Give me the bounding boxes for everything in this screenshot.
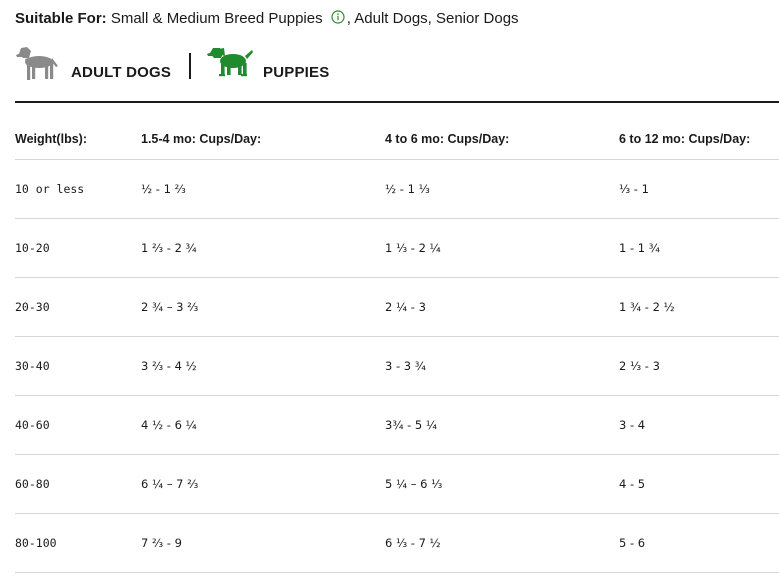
feeding-table: Weight(lbs): 1.5-4 mo: Cups/Day: 4 to 6 … <box>15 103 779 573</box>
cups-cell: 2 ¾ – 3 ⅔ <box>141 277 385 337</box>
cups-cell: 2 ¼ - 3 <box>385 277 619 337</box>
table-row: 80-100 7 ⅔ - 9 6 ⅓ - 7 ½ 5 - 6 <box>15 513 779 573</box>
header-4-6-mo: 4 to 6 mo: Cups/Day: <box>385 103 619 160</box>
cups-cell: 1 ¾ - 2 ½ <box>619 277 779 337</box>
tab-adult-dogs-label: ADULT DOGS <box>71 64 172 81</box>
tab-adult-dogs[interactable]: ADULT DOGS <box>15 44 180 84</box>
cups-cell: 2 ⅓ - 3 <box>619 336 779 396</box>
weight-cell: 10 or less <box>15 159 141 219</box>
cups-cell: 5 ¼ – 6 ⅓ <box>385 454 619 514</box>
cups-cell: 1 ⅔ - 2 ¾ <box>141 218 385 278</box>
table-row: 40-60 4 ½ - 6 ¼ 3¾ - 5 ¼ 3 - 4 <box>15 395 779 455</box>
table-header-row: Weight(lbs): 1.5-4 mo: Cups/Day: 4 to 6 … <box>15 103 779 160</box>
suitable-for-puppies: Small & Medium Breed Puppies <box>110 10 323 27</box>
cups-cell: 1 ⅓ - 2 ¼ <box>385 218 619 278</box>
table-row: 10-20 1 ⅔ - 2 ¾ 1 ⅓ - 2 ¼ 1 - 1 ¾ <box>15 218 779 278</box>
suitable-for-label: Suitable For: <box>15 10 107 27</box>
table-row: 60-80 6 ¼ – 7 ⅔ 5 ¼ – 6 ⅓ 4 - 5 <box>15 454 779 514</box>
weight-cell: 20-30 <box>15 277 141 337</box>
tab-puppies[interactable]: PUPPIES <box>207 44 337 84</box>
cups-cell: ⅓ - 1 <box>619 159 779 219</box>
cups-cell: ½ - 1 ⅓ <box>385 159 619 219</box>
suitable-for-line: Suitable For: Small & Medium Breed Puppi… <box>15 9 519 29</box>
puppy-icon <box>207 48 253 77</box>
header-weight: Weight(lbs): <box>15 103 141 160</box>
weight-cell: 30-40 <box>15 336 141 396</box>
weight-cell: 80-100 <box>15 513 141 573</box>
cups-cell: 3 - 4 <box>619 395 779 455</box>
weight-cell: 10-20 <box>15 218 141 278</box>
suitable-for-rest: , Adult Dogs, Senior Dogs <box>346 10 519 27</box>
cups-cell: 3¾ - 5 ¼ <box>385 395 619 455</box>
life-stage-tabs: ADULT DOGS PUPPIES <box>15 44 779 84</box>
cups-cell: 3 ⅔ - 4 ½ <box>141 336 385 396</box>
cups-cell: 7 ⅔ - 9 <box>141 513 385 573</box>
cups-cell: 6 ¼ – 7 ⅔ <box>141 454 385 514</box>
tabs-underline <box>15 101 779 103</box>
header-6-12-mo: 6 to 12 mo: Cups/Day: <box>619 103 779 160</box>
cups-cell: 1 - 1 ¾ <box>619 218 779 278</box>
cups-cell: 6 ⅓ - 7 ½ <box>385 513 619 573</box>
table-row: 10 or less ½ - 1 ⅔ ½ - 1 ⅓ ⅓ - 1 <box>15 159 779 219</box>
table-row: 30-40 3 ⅔ - 4 ½ 3 - 3 ¾ 2 ⅓ - 3 <box>15 336 779 396</box>
tab-divider <box>189 53 191 79</box>
cups-cell: 4 - 5 <box>619 454 779 514</box>
cups-cell: 5 - 6 <box>619 513 779 573</box>
adult-dog-icon <box>16 47 58 80</box>
cups-cell: 4 ½ - 6 ¼ <box>141 395 385 455</box>
weight-cell: 40-60 <box>15 395 141 455</box>
info-circle-icon[interactable] <box>331 10 345 24</box>
table-row: 20-30 2 ¾ – 3 ⅔ 2 ¼ - 3 1 ¾ - 2 ½ <box>15 277 779 337</box>
cups-cell: 3 - 3 ¾ <box>385 336 619 396</box>
cups-cell: ½ - 1 ⅔ <box>141 159 385 219</box>
header-1-5-4-mo: 1.5-4 mo: Cups/Day: <box>141 103 385 160</box>
tab-puppies-label: PUPPIES <box>263 64 330 81</box>
weight-cell: 60-80 <box>15 454 141 514</box>
